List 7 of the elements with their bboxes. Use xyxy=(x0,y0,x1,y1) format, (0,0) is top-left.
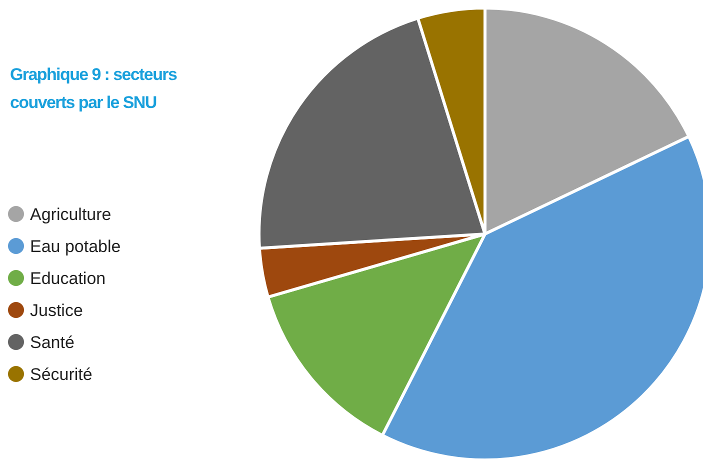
legend-label: Sécurité xyxy=(30,365,92,384)
legend-label: Justice xyxy=(30,301,83,320)
text: Graphique 9 : secteurs couverts par le SNU xyxy=(10,65,177,112)
legend-label: Education xyxy=(30,269,106,288)
legend-label: Eau potable xyxy=(30,237,121,256)
legend-label: Agriculture xyxy=(30,205,112,224)
legend-label: Santé xyxy=(30,333,74,352)
